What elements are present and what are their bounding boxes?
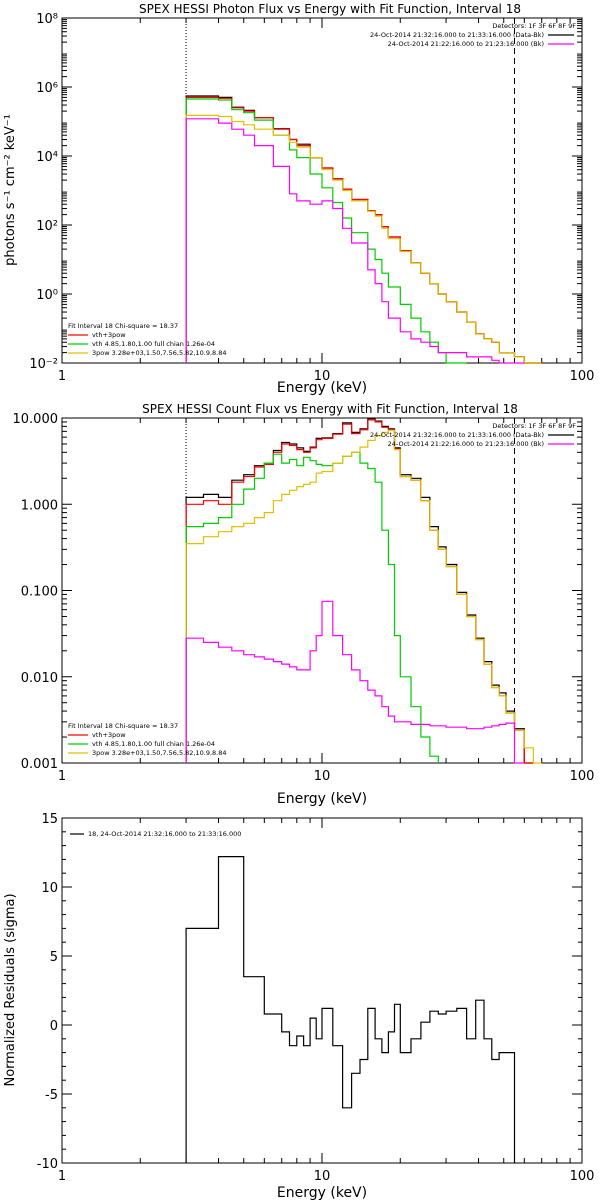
legend-text: 24-Oct-2014 21:22:16.000 to 21:23:16.000… bbox=[388, 440, 544, 448]
x-tick-label: 100 bbox=[570, 1169, 595, 1184]
legend-text: 3pow 3.28e+03,1.50,7.56,5.82,10.9,8.84 bbox=[92, 349, 227, 357]
series-line-data-bk bbox=[185, 418, 534, 764]
y-tick-label: 10.000 bbox=[13, 412, 59, 427]
panel-photon-flux: SPEX HESSI Photon Flux vs Energy with Fi… bbox=[3, 2, 594, 396]
y-tick-label: -5 bbox=[45, 1088, 58, 1103]
x-tick-label: 10 bbox=[314, 769, 331, 784]
legend-text: 24-Oct-2014 21:32:16.000 to 21:33:16.000… bbox=[370, 431, 544, 439]
legend-text: 24-Oct-2014 21:32:16.000 to 21:33:16.000… bbox=[370, 31, 544, 39]
series-line-data-bk bbox=[185, 95, 542, 364]
y-tick-label: 10² bbox=[36, 219, 58, 234]
legend-text: Fit Interval 18 Chi-square = 18.37 bbox=[68, 722, 178, 730]
y-tick-label: 0 bbox=[50, 1019, 58, 1034]
y-tick-label: 0.100 bbox=[21, 585, 58, 600]
y-tick-label: 0.010 bbox=[21, 671, 58, 686]
chart-title: SPEX HESSI Count Flux vs Energy with Fit… bbox=[142, 402, 518, 416]
chart-marks: 1 10 100 0.001 0.010 0.100 1.000 10.000 Detector… bbox=[13, 412, 595, 784]
y-tick-label: 5 bbox=[50, 950, 58, 965]
y-axis-label: Normalized Residuals (sigma) bbox=[3, 893, 18, 1086]
x-axis-label: Energy (keV) bbox=[277, 791, 367, 807]
chart-marks: 1 10 100 -10 -5 0 5 10 15 18, 24-Oct-2014 21:32:1… bbox=[37, 812, 595, 1184]
legend-text: vth+3pow bbox=[92, 731, 126, 739]
y-tick-label: 0.001 bbox=[21, 757, 58, 772]
y-tick-label: 10⁻² bbox=[29, 357, 58, 372]
series-line-vth-3pow bbox=[185, 419, 534, 764]
y-tick-label: 1.000 bbox=[21, 498, 58, 513]
series-line-bk bbox=[185, 600, 525, 764]
y-tick-label: 10⁶ bbox=[36, 81, 58, 96]
y-tick-label: 15 bbox=[41, 812, 58, 827]
legend-text: vth 4.85,1.80,1.00 full chian 1.26e-04 bbox=[92, 340, 215, 348]
legend-text: Fit Interval 18 Chi-square = 18.37 bbox=[68, 322, 178, 330]
x-tick-label: 1 bbox=[58, 769, 66, 784]
legend-text: 18, 24-Oct-2014 21:32:16.000 to 21:33:16… bbox=[88, 830, 241, 838]
panel-count-flux: SPEX HESSI Count Flux vs Energy with Fit… bbox=[13, 402, 595, 807]
y-tick-label: 10⁸ bbox=[36, 12, 58, 27]
x-tick-label: 10 bbox=[314, 369, 331, 384]
x-tick-label: 1 bbox=[58, 369, 66, 384]
legend-text: vth 4.85,1.80,1.00 full chian 1.26e-04 bbox=[92, 740, 215, 748]
x-tick-label: 100 bbox=[570, 369, 595, 384]
series-line-residuals bbox=[185, 856, 516, 1163]
legend-text: Detectors: 1F 3F 6F 8F 9F bbox=[492, 422, 576, 430]
series-line-3pow bbox=[185, 429, 542, 764]
x-tick-label: 100 bbox=[570, 769, 595, 784]
x-axis-label: Energy (keV) bbox=[277, 380, 367, 396]
series-line-3pow bbox=[185, 114, 542, 364]
series-line-bk bbox=[185, 118, 525, 364]
y-axis-label: photons s⁻¹ cm⁻² keV⁻¹ bbox=[3, 114, 18, 266]
legend-text: 24-Oct-2014 21:22:16.000 to 21:23:16.000… bbox=[388, 40, 544, 48]
chart-title: SPEX HESSI Photon Flux vs Energy with Fi… bbox=[139, 2, 521, 16]
y-tick-label: 10⁴ bbox=[36, 150, 58, 165]
legend-text: 3pow 3.28e+03,1.50,7.56,5.82,10.9,8.84 bbox=[92, 749, 227, 757]
plot-frame bbox=[61, 417, 583, 764]
x-tick-label: 10 bbox=[314, 1169, 331, 1184]
series-line-vth bbox=[185, 451, 439, 763]
legend-text: Detectors: 1F 3F 6F 8F 9F bbox=[492, 22, 576, 30]
legend-text: vth+3pow bbox=[92, 331, 126, 339]
series-line-vth-3pow bbox=[185, 96, 542, 364]
plot-frame bbox=[61, 817, 583, 1164]
chart-marks: 1 10 100 10⁻² 10⁰ 10² 10⁴ 10⁶ 10⁸ Detectors: 1F 3… bbox=[29, 12, 594, 384]
y-tick-label: -10 bbox=[37, 1157, 58, 1172]
plot-frame bbox=[61, 17, 583, 364]
y-tick-label: 10 bbox=[41, 881, 58, 896]
panel-residuals: 1 10 100 -10 -5 0 5 10 15 18, 24-Oct-2014 21:32:1… bbox=[3, 812, 594, 1200]
x-axis-label: Energy (keV) bbox=[277, 1185, 367, 1200]
series-line-vth bbox=[185, 98, 467, 364]
x-tick-label: 1 bbox=[58, 1169, 66, 1184]
y-tick-label: 10⁰ bbox=[36, 288, 58, 303]
